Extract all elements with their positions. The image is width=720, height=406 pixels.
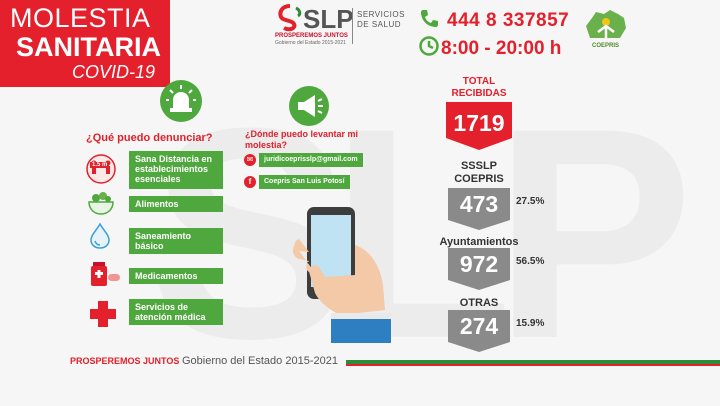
total-received-label: TOTAL RECIBIDAS xyxy=(451,76,507,99)
footer-government: Gobierno del Estado 2015-2021 xyxy=(182,355,338,367)
logo-slogan: PROSPEREMOS JUNTOS xyxy=(275,33,348,39)
dept-name: SERVICIOS DE SALUD xyxy=(357,10,405,29)
coepris-logo-label: COEPRIS xyxy=(592,43,620,49)
stat-value-ayuntamientos: 972 xyxy=(459,251,499,277)
title-line1: MOLESTIA xyxy=(10,3,151,33)
slp-logo-icon xyxy=(278,4,302,32)
header-divider xyxy=(352,8,353,44)
stat-label-ayuntamientos: Ayuntamientos xyxy=(439,236,519,248)
title-banner xyxy=(0,0,170,87)
total-arrow xyxy=(446,102,512,150)
social-distance-icon xyxy=(86,154,116,184)
footer-green-bar xyxy=(346,360,720,364)
stat-value-otras: 274 xyxy=(459,313,499,339)
megaphone-icon xyxy=(289,86,329,126)
stat-pct-ayuntamientos: 56.5% xyxy=(516,256,545,267)
facebook-icon: f xyxy=(244,176,256,188)
siren-icon xyxy=(160,80,202,122)
phone-number: 444 8 337857 xyxy=(447,10,570,31)
stat-pct-otras: 15.9% xyxy=(516,318,545,329)
distance-badge: 1.5 m xyxy=(90,162,110,168)
stat-arrow-ayuntamientos xyxy=(448,248,510,290)
clock-icon xyxy=(419,36,439,56)
slp-watermark: SLP xyxy=(150,65,693,401)
coepris-logo-icon xyxy=(586,10,626,38)
contact-facebook-link[interactable]: Coepris San Luis Potosí xyxy=(259,175,350,189)
email-icon: ✉ xyxy=(244,154,256,166)
footer-slogan: PROSPEREMOS JUNTOS xyxy=(70,356,180,366)
stat-arrow-otras xyxy=(448,310,510,352)
total-received-value: 1719 xyxy=(453,110,505,136)
food-bowl-icon xyxy=(88,192,114,215)
stat-value-ssslp: 473 xyxy=(459,191,499,217)
title-line3: COVID-19 xyxy=(72,62,156,82)
opening-hours: 8:00 - 20:00 h xyxy=(441,38,562,59)
stat-label-ssslp: SSSLP COEPRIS xyxy=(454,160,504,185)
complaint-item-servicios[interactable]: Servicios de atención médica xyxy=(129,299,223,325)
complaint-item-sana-distancia[interactable]: Sana Distancia en establecimientos esenc… xyxy=(129,151,223,189)
medical-cross-icon xyxy=(90,301,116,327)
footer-red-bar xyxy=(346,364,720,366)
medicine-icon xyxy=(91,262,120,286)
phone-icon xyxy=(421,10,438,27)
water-drop-icon xyxy=(90,222,110,249)
stat-pct-ssslp: 27.5% xyxy=(516,196,545,207)
complaint-item-medicamentos[interactable]: Medicamentos xyxy=(129,268,223,284)
logo-gov: Gobierno del Estado 2015-2021 xyxy=(275,40,346,46)
title-line2: SANITARIA xyxy=(16,32,161,62)
complaint-item-alimentos[interactable]: Alimentos xyxy=(129,196,223,212)
report-where-heading: ¿Dónde puedo levantar mi molestia? xyxy=(245,129,359,150)
complaint-item-saneamiento[interactable]: Saneamiento básico xyxy=(129,228,223,254)
stat-arrow-ssslp xyxy=(448,188,510,230)
contact-email-link[interactable]: juridicoeprisslp@gmail.com xyxy=(259,153,363,167)
stat-label-otras: OTRAS xyxy=(459,297,499,309)
slp-logo-text: SLP xyxy=(303,4,354,34)
complaints-heading: ¿Qué puedo denunciar? xyxy=(86,132,213,144)
hand-phone-icon xyxy=(292,207,391,343)
